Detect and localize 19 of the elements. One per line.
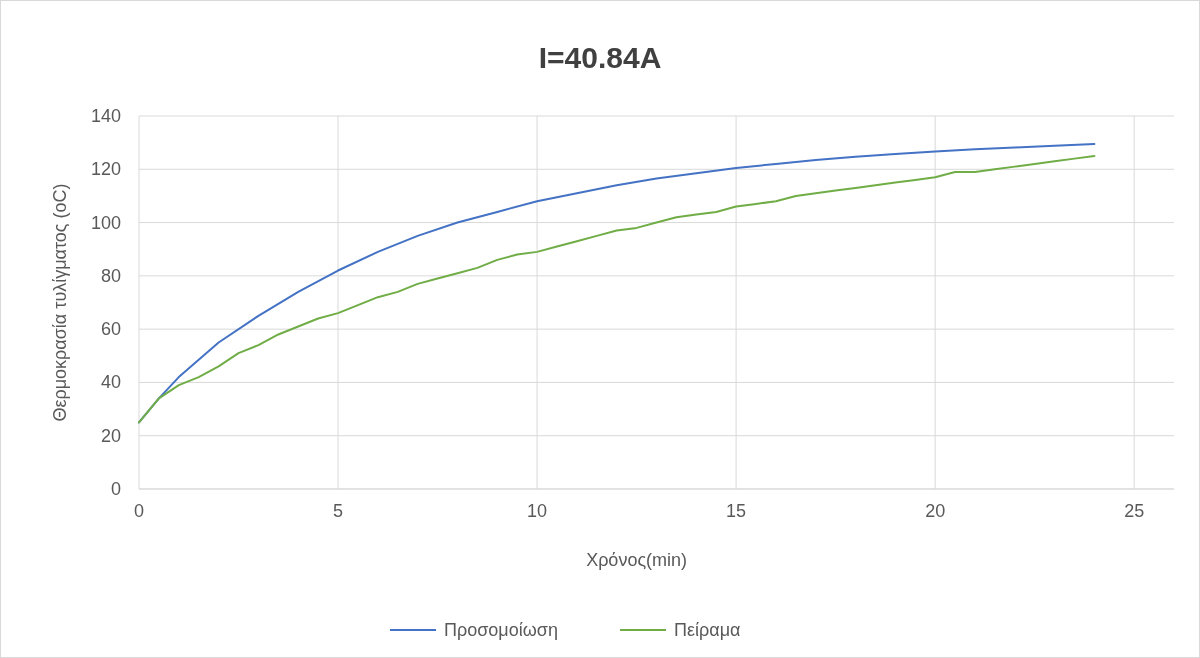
y-tick-label: 120 [90, 159, 121, 180]
x-axis-title: Χρόνος(min) [586, 550, 688, 570]
x-tick-label: 20 [925, 501, 946, 521]
x-tick-label: 5 [333, 501, 344, 521]
x-tick-label: 10 [527, 501, 548, 521]
legend-label: Πείραμα [674, 620, 741, 640]
x-tick-label: 15 [726, 501, 747, 521]
y-axis-title: Θερμοκρασία τυλίγματος (oC) [50, 183, 70, 422]
y-tick-label: 100 [90, 212, 121, 233]
y-tick-label: 80 [100, 265, 121, 286]
x-tick-label: 0 [133, 501, 145, 521]
y-tick-label: 140 [90, 106, 121, 126]
chart-title: I=40.84A [538, 41, 662, 74]
x-tick-label: 25 [1124, 501, 1145, 521]
y-tick-label: 60 [100, 319, 121, 340]
y-tick-label: 40 [100, 372, 121, 393]
y-tick-label: 0 [110, 479, 121, 499]
legend-label: Προσομοίωση [444, 620, 558, 640]
y-tick-label: 20 [100, 425, 121, 446]
